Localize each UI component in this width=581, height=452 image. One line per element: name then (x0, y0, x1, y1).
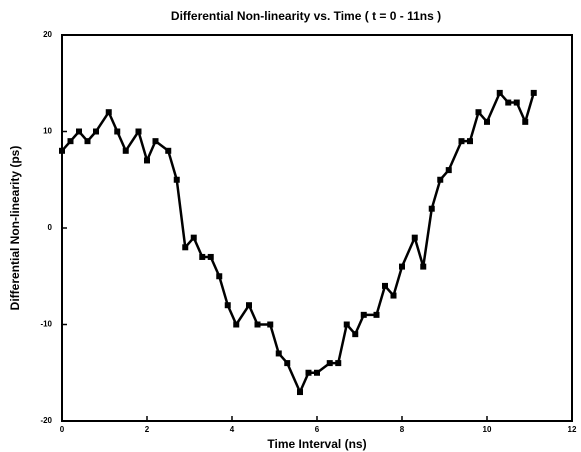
data-line (61, 91, 535, 394)
data-point (326, 360, 333, 367)
x-tick-label: 10 (483, 425, 492, 434)
data-point (382, 282, 388, 289)
data-point (458, 138, 465, 145)
data-point (135, 128, 142, 135)
data-point (373, 311, 380, 318)
data-point (484, 118, 490, 125)
y-tick-label: 20 (43, 30, 52, 39)
data-point (93, 128, 99, 135)
x-tick-label: 6 (315, 425, 320, 434)
y-tick-label: -20 (40, 416, 52, 425)
data-point (254, 321, 261, 328)
y-axis-label: Differential Non-linearity (ps) (8, 146, 22, 311)
y-tick-label: 10 (43, 127, 52, 136)
data-point (530, 89, 537, 96)
data-point (284, 360, 291, 367)
x-axis-label: Time Interval (ns) (267, 437, 366, 451)
data-point (305, 369, 312, 376)
data-point (182, 244, 189, 251)
data-point (199, 253, 206, 260)
x-tick-label: 0 (60, 425, 65, 434)
y-tick-label: -10 (40, 320, 52, 329)
data-point (105, 109, 112, 116)
data-point (67, 138, 74, 145)
data-point (224, 302, 231, 309)
data-point (420, 263, 427, 270)
data-point (216, 273, 223, 280)
data-point (190, 234, 197, 241)
data-point (505, 99, 512, 106)
x-tick-label: 4 (230, 425, 235, 434)
data-point (76, 128, 82, 135)
data-point (114, 128, 121, 135)
data-point (122, 147, 129, 154)
data-point (352, 331, 359, 338)
y-tick-label: 0 (48, 223, 53, 232)
data-point (152, 138, 159, 145)
data-point (522, 118, 529, 125)
data-point (233, 321, 240, 328)
data-point (267, 321, 274, 328)
data-point (173, 176, 180, 183)
data-point (467, 138, 473, 145)
data-point (59, 147, 65, 154)
data-point (335, 360, 342, 367)
chart-title: Differential Non-linearity vs. Time ( t … (171, 9, 441, 23)
data-point (314, 369, 320, 376)
x-tick-label: 2 (145, 425, 150, 434)
data-point (411, 234, 418, 241)
x-tick-label: 8 (400, 425, 405, 434)
data-point (445, 167, 452, 174)
data-point (428, 205, 435, 212)
data-point (390, 292, 397, 299)
data-point (513, 99, 520, 106)
data-point (275, 350, 282, 357)
data-point (84, 138, 91, 145)
data-point (343, 321, 350, 328)
data-point (144, 157, 150, 164)
data-point (496, 89, 503, 96)
data-point (207, 253, 214, 260)
plot-frame (61, 34, 573, 422)
data-point (360, 311, 367, 318)
x-tick-label: 12 (568, 425, 577, 434)
data-point (437, 176, 444, 183)
data-point (297, 389, 303, 396)
data-point (399, 263, 405, 270)
data-point (246, 302, 252, 309)
data-point (165, 147, 172, 154)
data-point (475, 109, 482, 116)
